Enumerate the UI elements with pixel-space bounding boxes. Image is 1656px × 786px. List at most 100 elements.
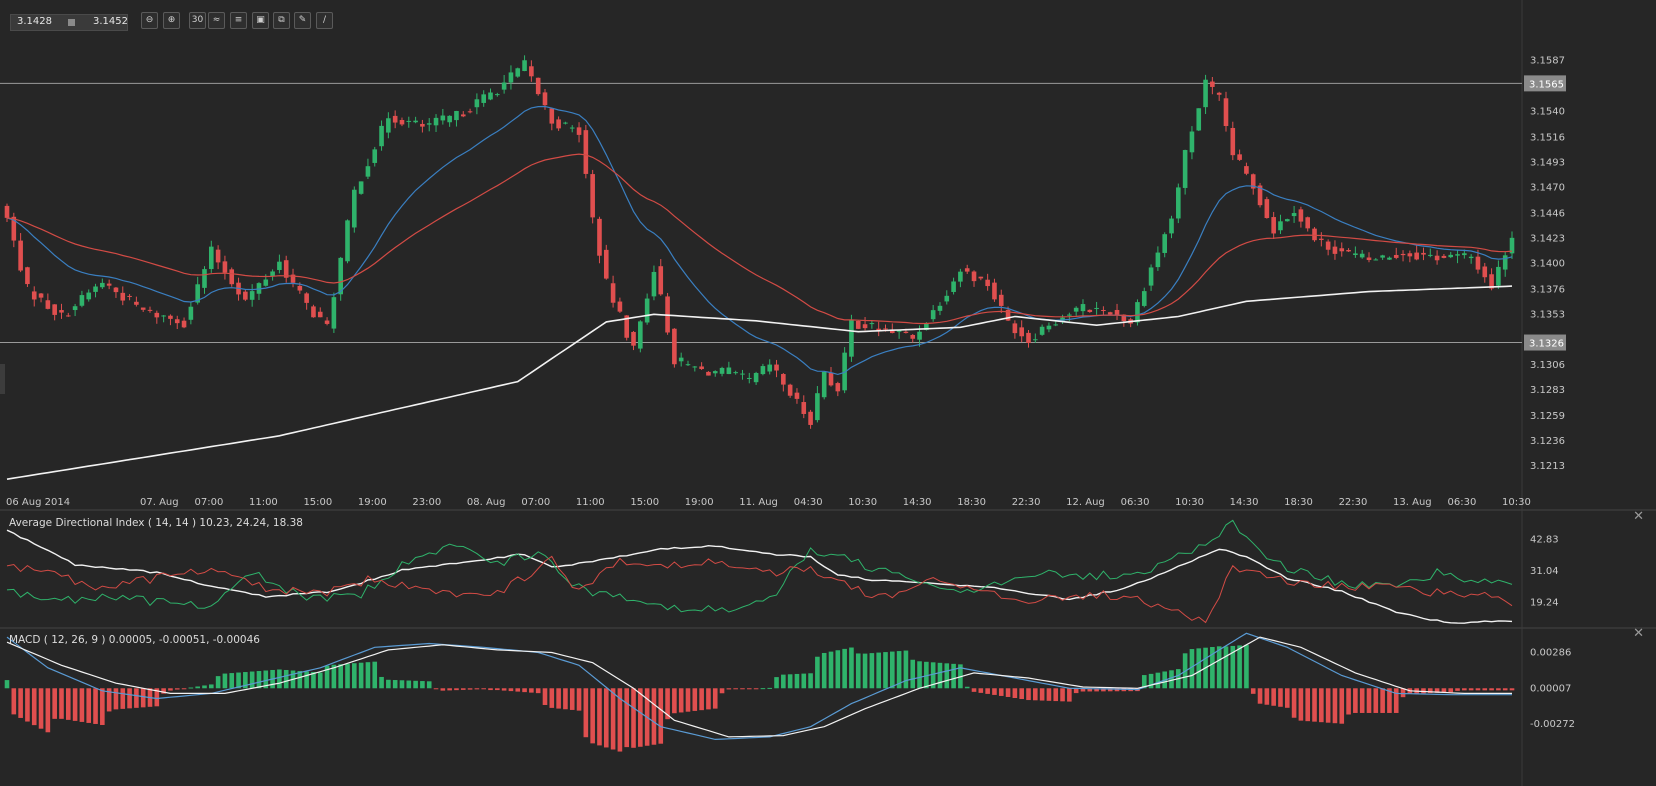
candle bbox=[1387, 257, 1392, 260]
macd-histogram-bar bbox=[910, 659, 916, 689]
candle bbox=[978, 276, 984, 279]
candle bbox=[1434, 255, 1440, 261]
candle bbox=[222, 261, 228, 273]
candle bbox=[181, 320, 187, 328]
candle bbox=[1448, 254, 1454, 258]
macd-histogram-bar bbox=[134, 688, 139, 708]
macd-y-tick-label: -0.00272 bbox=[1530, 719, 1575, 730]
macd-histogram-bar bbox=[317, 672, 323, 689]
zoom-out-icon[interactable]: ⊖ bbox=[141, 12, 158, 29]
template-icon[interactable]: ▣ bbox=[252, 12, 269, 29]
macd-histogram-bar bbox=[1210, 647, 1215, 689]
macd-line bbox=[6, 632, 1512, 741]
candle bbox=[1155, 252, 1161, 268]
y-tick-label: 3.1306 bbox=[1530, 360, 1565, 371]
y-tick-label: 3.1236 bbox=[1530, 436, 1565, 447]
macd-y-tick-label: 0.00007 bbox=[1530, 683, 1571, 694]
macd-histogram-bar bbox=[869, 653, 875, 689]
macd-close-icon[interactable]: ✕ bbox=[1633, 626, 1644, 641]
macd-histogram-bar bbox=[243, 672, 248, 689]
candle bbox=[1182, 150, 1188, 188]
macd-histogram-bar bbox=[631, 688, 636, 748]
ask-price: 3.1452 bbox=[93, 16, 128, 27]
macd-histogram-bar bbox=[903, 650, 909, 689]
candle bbox=[638, 321, 643, 349]
macd-histogram-bar bbox=[1189, 649, 1195, 689]
candle bbox=[324, 320, 330, 324]
macd-histogram-bar bbox=[413, 680, 418, 689]
macd-histogram-bar bbox=[202, 685, 207, 689]
macd-histogram-bar bbox=[1278, 688, 1283, 707]
macd-histogram-bar bbox=[549, 688, 555, 708]
x-tick-label: 15:00 bbox=[630, 497, 659, 508]
x-tick-label: 19:00 bbox=[358, 497, 387, 508]
adx-series-di bbox=[6, 519, 1513, 613]
macd-histogram-bar bbox=[188, 687, 194, 689]
macd-histogram-bar bbox=[93, 688, 98, 724]
macd-histogram-bar bbox=[890, 651, 895, 689]
candle bbox=[440, 115, 446, 121]
candle bbox=[542, 92, 548, 106]
spread-square-icon bbox=[68, 19, 75, 26]
copy-icon[interactable]: ⧉ bbox=[273, 12, 290, 29]
macd-histogram-bar bbox=[297, 671, 303, 689]
macd-histogram-bar bbox=[1073, 688, 1079, 694]
candle bbox=[86, 292, 92, 300]
left-scroll-handle[interactable] bbox=[0, 364, 5, 394]
candle bbox=[488, 92, 493, 100]
candle bbox=[1359, 253, 1365, 258]
candle bbox=[1026, 332, 1031, 343]
candle bbox=[930, 310, 936, 320]
candle bbox=[1019, 327, 1024, 337]
candle bbox=[1339, 248, 1345, 252]
macd-histogram-bar bbox=[481, 688, 486, 690]
macd-histogram-bar bbox=[624, 688, 630, 748]
macd-histogram-bar bbox=[937, 662, 943, 689]
y-tick-label: 3.1353 bbox=[1530, 309, 1565, 320]
macd-signal-line bbox=[6, 636, 1512, 738]
macd-histogram-bar bbox=[733, 688, 738, 690]
zoom-in-icon[interactable]: ⊕ bbox=[163, 12, 180, 29]
candle bbox=[79, 295, 85, 306]
macd-histogram-bar bbox=[1053, 688, 1059, 702]
edit-icon[interactable]: ✎ bbox=[294, 12, 311, 29]
timeframe-button[interactable]: 30 bbox=[189, 12, 206, 29]
y-tick-label: 3.1259 bbox=[1530, 411, 1565, 422]
macd-histogram-bar bbox=[699, 688, 704, 711]
x-tick-label: 11. Aug bbox=[739, 497, 778, 508]
macd-histogram-bar bbox=[1393, 688, 1399, 713]
candle bbox=[794, 392, 800, 399]
macd-histogram-bar bbox=[215, 676, 221, 689]
adx-close-icon[interactable]: ✕ bbox=[1633, 509, 1644, 524]
macd-histogram-bar bbox=[460, 688, 466, 690]
macd-histogram-bar bbox=[1094, 688, 1099, 692]
candle bbox=[1441, 255, 1447, 258]
candle bbox=[290, 274, 296, 283]
candle bbox=[610, 283, 616, 303]
candle bbox=[1244, 166, 1249, 174]
candle bbox=[1496, 266, 1501, 286]
candle bbox=[740, 373, 745, 375]
macd-histogram-bar bbox=[801, 673, 807, 689]
settings-icon[interactable]: ≡ bbox=[230, 12, 247, 29]
candle bbox=[1400, 253, 1406, 256]
macd-histogram-bar bbox=[1237, 645, 1242, 689]
candle bbox=[678, 357, 684, 362]
macd-histogram-bar bbox=[753, 688, 759, 690]
y-tick-label: 3.1423 bbox=[1530, 233, 1565, 244]
draw-icon[interactable]: ∕ bbox=[316, 12, 333, 29]
indicators-icon[interactable]: ≈ bbox=[208, 12, 225, 29]
candle bbox=[924, 323, 929, 331]
macd-histogram-bar bbox=[195, 686, 200, 689]
candle bbox=[4, 205, 10, 218]
x-tick-label: 04:30 bbox=[794, 497, 823, 508]
adx-y-tick-label: 19.24 bbox=[1530, 597, 1559, 608]
macd-histogram-bar bbox=[835, 650, 841, 689]
macd-histogram-bar bbox=[1468, 688, 1474, 691]
ema-slow-line bbox=[6, 153, 1513, 325]
candle bbox=[760, 366, 766, 375]
candle bbox=[508, 72, 514, 83]
candle bbox=[372, 149, 378, 163]
